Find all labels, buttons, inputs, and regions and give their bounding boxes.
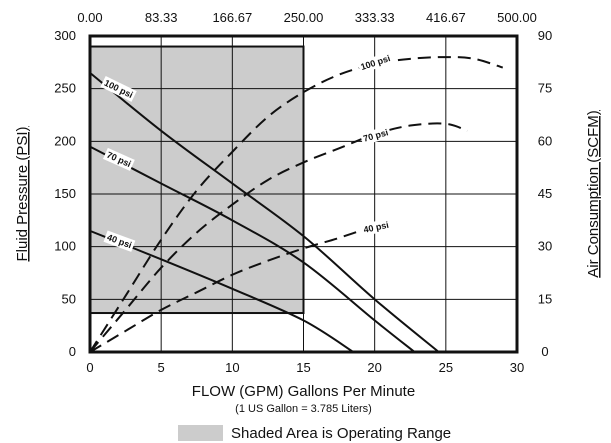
curve-label-background bbox=[100, 75, 137, 102]
curve-label-background bbox=[360, 218, 392, 237]
x-top-tick-label: 500.00 bbox=[497, 10, 537, 25]
y-left-tick-label: 100 bbox=[54, 239, 76, 254]
fluid-pressure-curve-40-psi bbox=[89, 229, 354, 353]
x-tick-label: 10 bbox=[225, 360, 239, 375]
y-left-tick-label: 0 bbox=[69, 344, 76, 359]
x-top-tick-label: 416.67 bbox=[426, 10, 466, 25]
x-top-tick-label: 250.00 bbox=[284, 10, 324, 25]
x-top-tick-label: 83.33 bbox=[145, 10, 178, 25]
fluid-pressure-curve-100-psi bbox=[89, 72, 440, 353]
legend-swatch-operating-range bbox=[178, 425, 223, 441]
x-tick-label: 0 bbox=[86, 360, 93, 375]
plot-frame bbox=[88, 34, 519, 354]
curve-label-background bbox=[102, 147, 135, 171]
air-consumption-curve-40-psi bbox=[89, 224, 375, 353]
fluid-pressure-curve-70-psi bbox=[89, 145, 416, 353]
legend-label: Shaded Area is Operating Range bbox=[231, 424, 452, 442]
x-tick-label: 5 bbox=[158, 360, 165, 375]
x-top-tick-label: 166.67 bbox=[212, 10, 252, 25]
y-right-tick-label: 30 bbox=[538, 239, 552, 254]
x-tick-label: 30 bbox=[510, 360, 524, 375]
y-left-tick-label: 300 bbox=[54, 28, 76, 43]
y-left-tick-label: 200 bbox=[54, 133, 76, 148]
y-left-tick-label: 150 bbox=[54, 186, 76, 201]
x-axis-title: FLOW (GPM) Gallons Per Minute bbox=[192, 383, 415, 400]
y-right-tick-label: 15 bbox=[538, 291, 552, 306]
x-tick-label: 15 bbox=[296, 360, 310, 375]
y-right-tick-label: 75 bbox=[538, 81, 552, 96]
y-left-tick-label: 250 bbox=[54, 81, 76, 96]
x-top-tick-label: 0.00 bbox=[77, 10, 102, 25]
curve-label-background bbox=[359, 125, 392, 146]
legend: Shaded Area is Operating Range bbox=[178, 424, 451, 442]
air-consumption-curve-100-psi bbox=[89, 56, 504, 353]
air-consumption-curve-70-psi bbox=[89, 122, 468, 353]
y-right-tick-label: 90 bbox=[538, 28, 552, 43]
x-axis-note: (1 US Gallon = 3.785 Liters) bbox=[235, 403, 372, 415]
y-right-tick-label: 0 bbox=[541, 344, 548, 359]
curve-label-background bbox=[103, 230, 136, 252]
y-right-axis-title: Air Consumption (SCFM) bbox=[585, 110, 602, 278]
y-right-tick-label: 45 bbox=[538, 186, 552, 201]
curve-label-background bbox=[357, 51, 394, 74]
x-top-tick-label: 333.33 bbox=[355, 10, 395, 25]
y-left-tick-label: 50 bbox=[62, 291, 76, 306]
x-tick-label: 20 bbox=[367, 360, 381, 375]
y-right-tick-label: 60 bbox=[538, 133, 552, 148]
x-tick-label: 25 bbox=[439, 360, 453, 375]
y-left-axis-title: Fluid Pressure (PSI) bbox=[14, 126, 31, 261]
